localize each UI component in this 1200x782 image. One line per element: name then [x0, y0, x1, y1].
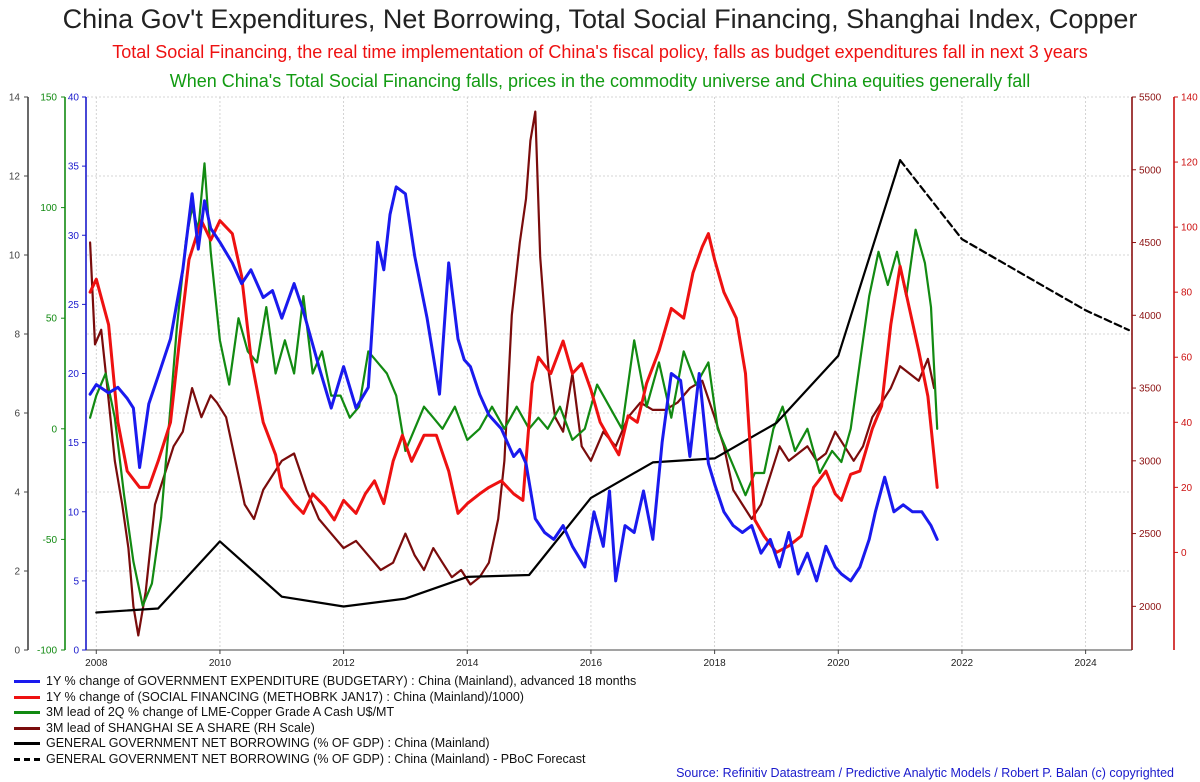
series-expenditure-line	[88, 185, 939, 583]
x-tick-label: 2024	[1074, 658, 1097, 669]
right_shanghai-tick-label: 2000	[1139, 602, 1162, 613]
legend-item: GENERAL GOVERNMENT NET BORROWING (% OF G…	[14, 736, 636, 752]
left_net_borrowing-tick-label: 10	[9, 251, 21, 262]
left_net_borrowing-tick-label: 14	[9, 93, 21, 104]
left_expenditure-tick-label: 25	[68, 300, 80, 311]
source-note: Source: Refinitiv Datastream / Predictiv…	[676, 766, 1174, 780]
legend-item: 1Y % change of GOVERNMENT EXPENDITURE (B…	[14, 674, 636, 690]
series-net-borrowing-forecast-line	[898, 159, 1131, 332]
right_shanghai-tick-label: 5000	[1139, 165, 1162, 176]
right_shanghai-tick-label: 2500	[1139, 529, 1162, 540]
left_expenditure-tick-label: 30	[68, 231, 80, 242]
right_social_financing-tick-label: 40	[1181, 418, 1193, 429]
left_net_borrowing-tick-label: 0	[14, 646, 20, 657]
series-copper-line	[88, 162, 939, 607]
x-tick-label: 2018	[703, 658, 726, 669]
left_net_borrowing-tick-label: 4	[14, 488, 20, 499]
series-lines	[88, 110, 1131, 637]
legend-swatch	[14, 680, 40, 684]
x-tick-label: 2014	[456, 658, 479, 669]
legend-label: 3M lead of SHANGHAI SE A SHARE (RH Scale…	[46, 720, 315, 735]
x-tick-label: 2012	[332, 658, 355, 669]
left_copper-tick-label: 150	[40, 93, 57, 104]
left_copper-tick-label: -100	[37, 646, 57, 657]
right_shanghai-tick-label: 3500	[1139, 384, 1162, 395]
left_expenditure-tick-label: 20	[68, 369, 80, 380]
legend-swatch	[14, 711, 40, 715]
right_shanghai-tick-label: 4500	[1139, 238, 1162, 249]
left_net_borrowing-tick-label: 6	[14, 409, 20, 420]
legend-label: GENERAL GOVERNMENT NET BORROWING (% OF G…	[46, 751, 586, 766]
left_net_borrowing-tick-label: 12	[9, 172, 21, 183]
legend-label: 1Y % change of GOVERNMENT EXPENDITURE (B…	[46, 674, 637, 688]
right_social_financing-tick-label: 20	[1181, 483, 1193, 494]
right_social_financing-tick-label: 60	[1181, 353, 1193, 364]
right_social_financing-tick-label: 100	[1181, 223, 1198, 234]
legend-item: 3M lead of 2Q % change of LME-Copper Gra…	[14, 705, 636, 721]
right_shanghai-tick-label: 5500	[1139, 93, 1162, 104]
legend-label: GENERAL GOVERNMENT NET BORROWING (% OF G…	[46, 736, 490, 750]
left_copper-tick-label: 0	[51, 424, 57, 435]
x-tick-label: 2008	[85, 658, 108, 669]
left_copper-tick-label: 50	[46, 314, 58, 325]
chart-subtitle-social-financing: Total Social Financing, the real time im…	[112, 42, 1088, 62]
left_net_borrowing-tick-label: 2	[14, 567, 20, 578]
x-tick-label: 2022	[951, 658, 974, 669]
right_social_financing-tick-label: 120	[1181, 158, 1198, 169]
right_shanghai-tick-label: 3000	[1139, 456, 1162, 467]
legend-swatch	[14, 726, 40, 730]
legend-label: 3M lead of 2Q % change of LME-Copper Gra…	[46, 705, 395, 719]
legend: 1Y % change of GOVERNMENT EXPENDITURE (B…	[14, 674, 636, 767]
right_social_financing-tick-label: 80	[1181, 288, 1193, 299]
series-social-financing-line	[88, 219, 939, 554]
grid-lines	[87, 96, 1132, 651]
left_expenditure-tick-label: 15	[68, 438, 80, 449]
legend-swatch	[14, 695, 40, 699]
x-tick-label: 2010	[209, 658, 232, 669]
legend-item: 3M lead of SHANGHAI SE A SHARE (RH Scale…	[14, 721, 636, 737]
axes: 2008 2010 2012 2014 2016 2018 2020 2022 20240246…	[9, 93, 1198, 670]
right_social_financing-tick-label: 140	[1181, 93, 1198, 104]
left_copper-tick-label: 100	[40, 203, 57, 214]
left_expenditure-tick-label: 10	[68, 507, 80, 518]
series-shanghai-line	[88, 110, 936, 637]
chart-title: China Gov't Expenditures, Net Borrowing,…	[62, 4, 1138, 34]
left_expenditure-tick-label: 0	[73, 646, 79, 657]
legend-swatch	[14, 757, 40, 761]
legend-item: GENERAL GOVERNMENT NET BORROWING (% OF G…	[14, 752, 636, 768]
right_social_financing-tick-label: 0	[1181, 548, 1187, 559]
left_net_borrowing-tick-label: 8	[14, 330, 20, 341]
x-tick-label: 2020	[827, 658, 850, 669]
x-tick-label: 2016	[580, 658, 603, 669]
left_expenditure-tick-label: 40	[68, 93, 80, 104]
legend-label: 1Y % change of (SOCIAL FINANCING (METHOB…	[46, 689, 524, 704]
right_shanghai-tick-label: 4000	[1139, 311, 1162, 322]
left_expenditure-tick-label: 35	[68, 162, 80, 173]
series-net-borrowing-line	[95, 159, 902, 614]
left_expenditure-tick-label: 5	[73, 576, 79, 587]
chart-subtitle-commodity: When China's Total Social Financing fall…	[169, 71, 1031, 91]
legend-item: 1Y % change of (SOCIAL FINANCING (METHOB…	[14, 690, 636, 706]
left_copper-tick-label: -50	[43, 535, 58, 546]
legend-swatch	[14, 742, 40, 746]
